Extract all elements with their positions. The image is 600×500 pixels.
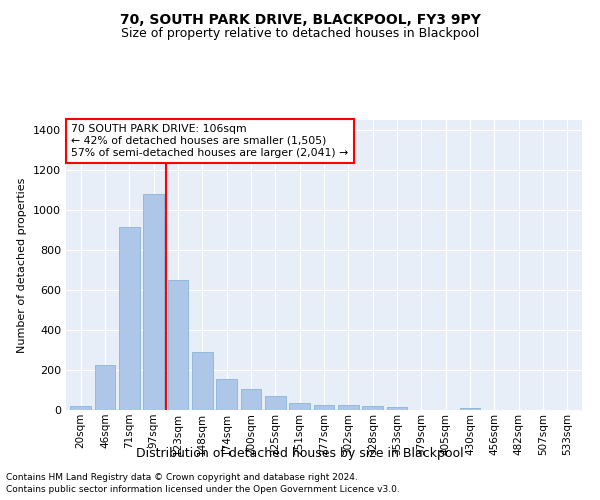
- Bar: [314, 405, 334, 410]
- Bar: [265, 396, 286, 410]
- Bar: [143, 194, 164, 410]
- Text: Contains HM Land Registry data © Crown copyright and database right 2024.: Contains HM Land Registry data © Crown c…: [6, 472, 358, 482]
- Bar: [192, 352, 212, 410]
- Bar: [289, 403, 310, 410]
- Text: 70 SOUTH PARK DRIVE: 106sqm
← 42% of detached houses are smaller (1,505)
57% of : 70 SOUTH PARK DRIVE: 106sqm ← 42% of det…: [71, 124, 349, 158]
- Bar: [216, 379, 237, 410]
- Bar: [460, 408, 481, 410]
- Bar: [362, 406, 383, 410]
- Text: Size of property relative to detached houses in Blackpool: Size of property relative to detached ho…: [121, 28, 479, 40]
- Bar: [241, 389, 262, 410]
- Text: Contains public sector information licensed under the Open Government Licence v3: Contains public sector information licen…: [6, 485, 400, 494]
- Bar: [119, 227, 140, 410]
- Bar: [167, 280, 188, 410]
- Text: Distribution of detached houses by size in Blackpool: Distribution of detached houses by size …: [136, 448, 464, 460]
- Text: 70, SOUTH PARK DRIVE, BLACKPOOL, FY3 9PY: 70, SOUTH PARK DRIVE, BLACKPOOL, FY3 9PY: [119, 12, 481, 26]
- Y-axis label: Number of detached properties: Number of detached properties: [17, 178, 28, 352]
- Bar: [95, 365, 115, 410]
- Bar: [70, 406, 91, 410]
- Bar: [386, 407, 407, 410]
- Bar: [338, 405, 359, 410]
